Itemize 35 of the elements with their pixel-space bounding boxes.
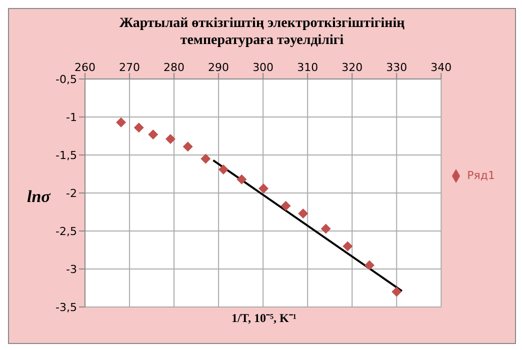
y-tick-label: -3: [66, 262, 77, 276]
x-tick-label: 290: [208, 61, 230, 74]
point: [218, 164, 228, 174]
x-tick-label: 260: [74, 61, 96, 74]
x-tick-label: 340: [430, 61, 452, 74]
point: [280, 200, 291, 211]
y-tick-label: -3,5: [56, 300, 77, 314]
point: [298, 208, 308, 219]
chart-title: Жартылай өткізгіштің электроткізгіштігінің температураға тәуелділігі: [118, 15, 406, 49]
x-tick-label: 300: [252, 61, 274, 74]
y-axis-title: lnσ: [27, 187, 50, 207]
legend-label: Ряд1: [467, 169, 495, 182]
y-tick-label: -1: [66, 110, 77, 124]
y-tick-label: -1,5: [56, 148, 77, 162]
point: [364, 260, 374, 270]
x-tick-label: 280: [164, 61, 185, 74]
point: [342, 241, 353, 252]
point: [236, 174, 247, 184]
y-tick-label: -2: [66, 186, 77, 200]
x-tick-label: 330: [386, 61, 408, 74]
x-tick-label: 310: [297, 61, 318, 74]
point: [182, 142, 193, 152]
point: [116, 117, 126, 128]
x-tick-label: 320: [342, 61, 363, 74]
y-tick-label: -2,5: [56, 224, 77, 238]
x-tick-label: 270: [119, 61, 140, 74]
point: [165, 134, 176, 144]
point: [392, 286, 402, 297]
point: [320, 224, 331, 234]
point: [134, 122, 144, 133]
y-tick-label: -0,5: [56, 72, 77, 86]
point: [258, 183, 269, 194]
x-axis-title: 1/T, 10⁻⁵, K⁻¹: [230, 310, 298, 326]
point: [148, 129, 158, 140]
point: [200, 154, 211, 164]
